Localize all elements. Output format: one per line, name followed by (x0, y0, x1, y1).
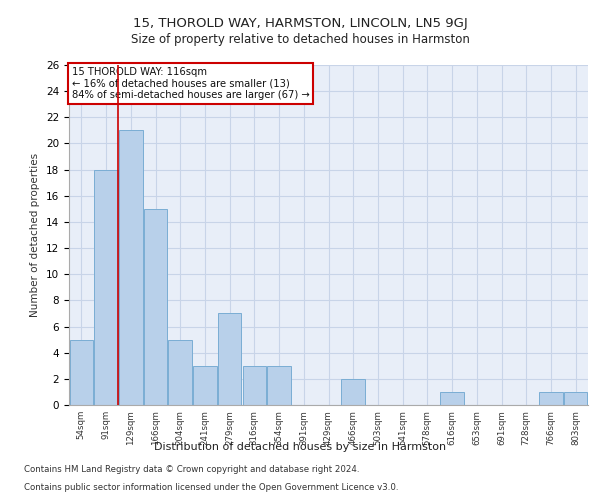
Bar (169, 340, 192, 405)
Text: Contains HM Land Registry data © Crown copyright and database right 2024.: Contains HM Land Registry data © Crown c… (24, 465, 359, 474)
Bar (564, 392, 587, 405)
Bar (440, 392, 464, 405)
Bar (193, 366, 217, 405)
Text: Contains public sector information licensed under the Open Government Licence v3: Contains public sector information licen… (24, 482, 398, 492)
Text: 15 THOROLD WAY: 116sqm
← 16% of detached houses are smaller (13)
84% of semi-det: 15 THOROLD WAY: 116sqm ← 16% of detached… (71, 66, 310, 100)
Bar (119, 130, 143, 405)
Text: Distribution of detached houses by size in Harmston: Distribution of detached houses by size … (154, 442, 446, 452)
Text: Size of property relative to detached houses in Harmston: Size of property relative to detached ho… (131, 32, 469, 46)
Bar (539, 392, 563, 405)
Bar (268, 366, 291, 405)
Bar (94, 170, 118, 405)
Text: 15, THOROLD WAY, HARMSTON, LINCOLN, LN5 9GJ: 15, THOROLD WAY, HARMSTON, LINCOLN, LN5 … (133, 18, 467, 30)
Bar (70, 340, 93, 405)
Y-axis label: Number of detached properties: Number of detached properties (31, 153, 40, 317)
Bar (242, 366, 266, 405)
Bar (218, 314, 241, 405)
Bar (341, 379, 365, 405)
Bar (144, 209, 167, 405)
